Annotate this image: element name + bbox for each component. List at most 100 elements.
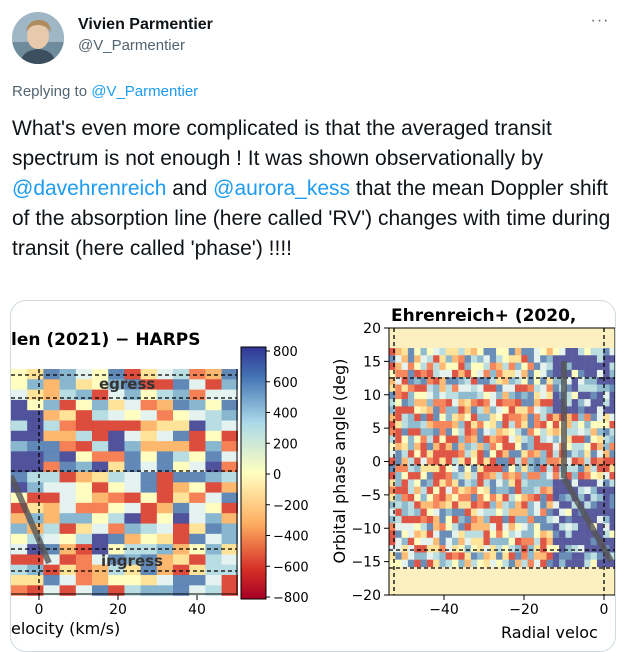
heatmap-cell	[75, 410, 93, 421]
heatmap-cell	[205, 575, 222, 586]
heatmap-cell	[221, 492, 238, 504]
heatmap-cell	[458, 552, 465, 560]
heatmap-cell	[414, 355, 421, 363]
heatmap-cell	[92, 585, 109, 596]
heatmap-cell	[458, 472, 465, 480]
heatmap-cell	[464, 472, 471, 480]
heatmap-cell	[552, 362, 560, 370]
heatmap-cell	[502, 413, 509, 422]
heatmap-cell	[407, 355, 415, 363]
heatmap-cell	[464, 552, 471, 560]
heatmap-cell	[584, 442, 591, 451]
heatmap-cell	[540, 348, 547, 356]
heatmap-cell	[533, 377, 541, 385]
heatmap-cell	[565, 450, 572, 458]
heatmap-cell	[502, 355, 509, 363]
heatmap-cell	[407, 384, 415, 392]
heatmap-cell	[496, 399, 503, 407]
heatmap-cell	[414, 559, 421, 568]
heatmap-cell	[221, 533, 238, 545]
heatmap-cell	[603, 348, 610, 356]
heatmap-cell	[75, 441, 93, 452]
author-name[interactable]: Vivien Parmentier	[78, 16, 213, 33]
heatmap-cell	[92, 502, 109, 514]
heatmap-cell	[571, 355, 579, 363]
heatmap-cell	[59, 564, 76, 576]
heatmap-cell	[173, 410, 190, 421]
heatmap-cell	[527, 501, 534, 509]
heatmap-cell	[515, 552, 522, 560]
heatmap-cell	[445, 348, 453, 356]
heatmap-cell	[221, 482, 238, 493]
heatmap-cell	[189, 554, 206, 565]
heatmap-cell	[464, 450, 471, 458]
avatar[interactable]	[12, 12, 64, 64]
heatmap-cell	[603, 472, 610, 480]
heatmap-cell	[578, 362, 585, 370]
heatmap-cell	[140, 575, 157, 586]
heatmap-cell	[496, 377, 503, 385]
heatmap-cell	[470, 435, 478, 443]
heatmap-cell	[540, 537, 547, 546]
mention-link[interactable]: @aurora_kess	[213, 177, 351, 200]
heatmap-cell	[414, 501, 421, 509]
heatmap-cell	[527, 413, 534, 422]
heatmap-cell	[527, 421, 534, 429]
heatmap-cell	[445, 435, 453, 443]
author-handle[interactable]: @V_Parmentier	[78, 37, 185, 54]
heatmap-cell	[565, 421, 572, 429]
heatmap-cell	[470, 377, 478, 385]
heatmap-cell	[439, 486, 446, 495]
heatmap-cell	[445, 406, 453, 414]
heatmap-cell	[540, 406, 547, 414]
heatmap-cell	[426, 450, 434, 458]
heatmap-cell	[603, 391, 610, 400]
heatmap-cell	[433, 552, 440, 560]
heatmap-cell	[452, 384, 459, 392]
heatmap-cell	[27, 585, 44, 596]
heatmap-cell	[92, 492, 109, 504]
heatmap-cell	[389, 348, 396, 356]
heatmap-cell	[140, 369, 157, 380]
heatmap-cell	[584, 494, 591, 502]
heatmap-cell	[502, 391, 509, 400]
replying-to-link[interactable]: @V_Parmentier	[91, 83, 199, 100]
heatmap-cell	[596, 450, 604, 458]
heatmap-cell	[590, 537, 597, 546]
heatmap-cell	[508, 559, 516, 568]
heatmap-cell	[496, 369, 503, 378]
heatmap-cell	[27, 492, 44, 504]
heatmap-cell	[603, 384, 610, 392]
heatmap-cell	[452, 515, 459, 524]
mention-link[interactable]: @davehrenreich	[12, 177, 167, 200]
heatmap-cell	[584, 472, 591, 480]
heatmap-cell	[565, 442, 572, 451]
heatmap-cell	[452, 457, 459, 465]
heatmap-cell	[433, 523, 440, 531]
heatmap-cell	[603, 369, 610, 378]
heatmap-cell	[445, 559, 453, 568]
heatmap-cell	[483, 494, 490, 502]
heatmap-cell	[452, 369, 459, 378]
heatmap-cell	[552, 472, 560, 480]
heatmap-cell	[502, 369, 509, 378]
heatmap-cell	[189, 585, 206, 596]
heatmap-cell	[189, 492, 206, 504]
heatmap-cell	[489, 457, 497, 465]
heatmap-cell	[584, 486, 591, 495]
heatmap-cell	[420, 413, 427, 422]
heatmap-cell	[445, 523, 453, 531]
heatmap-cell	[546, 530, 553, 538]
heatmap-cell	[452, 348, 459, 356]
heatmap-cell	[527, 428, 534, 436]
heatmap-cell	[27, 482, 44, 493]
tweet-image[interactable]: egress ingress len (2021) − HARPS 0 20 40 …	[10, 300, 616, 652]
more-options-icon[interactable]: ···	[590, 12, 610, 29]
heatmap-cell	[596, 494, 604, 502]
heatmap-cell	[407, 508, 415, 516]
colorbar-ticks: 800 600 400 200 0 −200 −400 −600 −800	[266, 345, 309, 606]
heatmap-cell	[477, 406, 484, 414]
heatmap-cell	[445, 355, 453, 363]
heatmap-cell	[108, 554, 125, 565]
heatmap-cell	[452, 508, 459, 516]
